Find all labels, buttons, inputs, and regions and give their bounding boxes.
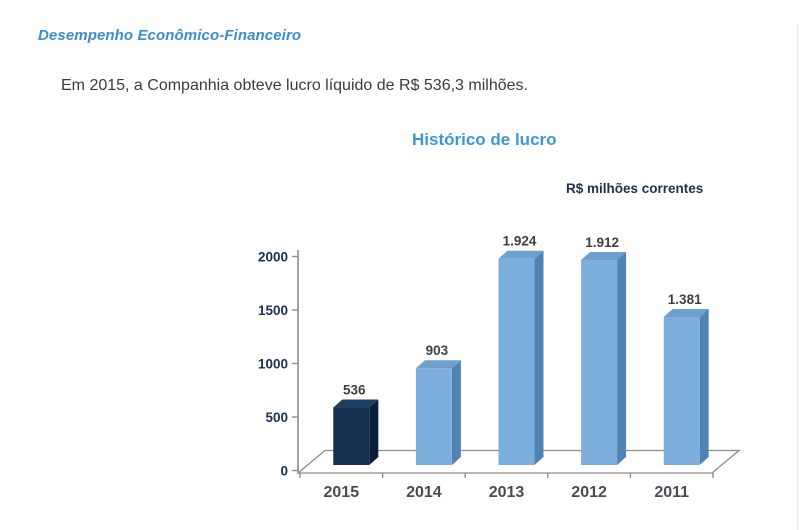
bar-2013 xyxy=(498,258,535,465)
x-label-2014: 2014 xyxy=(406,484,442,501)
section-heading: Desempenho Econômico-Financeiro xyxy=(38,27,302,44)
bar-2011 xyxy=(663,316,700,465)
y-tick-label-1500: 1500 xyxy=(258,303,288,318)
bar-top-2012 xyxy=(581,252,627,261)
x-label-2015: 2015 xyxy=(324,484,360,501)
y-tick-label-0: 0 xyxy=(280,464,288,479)
bar-value-label-2015: 536 xyxy=(343,383,366,398)
bar-top-2013 xyxy=(498,250,544,259)
chart-floor xyxy=(296,449,741,474)
bar-top-2011 xyxy=(663,308,709,317)
x-label-2013: 2013 xyxy=(489,484,525,501)
bar-2015 xyxy=(333,407,370,465)
bar-2012 xyxy=(581,260,618,465)
bar-2014 xyxy=(415,368,452,465)
bar-side-2015 xyxy=(369,399,379,465)
bar-value-label-2013: 1.924 xyxy=(503,234,537,249)
chart-units-label: R$ milhões correntes xyxy=(566,181,704,196)
chart-title: Histórico de lucro xyxy=(412,130,557,149)
bar-value-label-2011: 1.381 xyxy=(668,292,702,307)
bar-side-2014 xyxy=(451,360,461,465)
y-tick-label-2000: 2000 xyxy=(258,250,288,265)
y-tick-label-500: 500 xyxy=(265,410,288,425)
bar-top-2015 xyxy=(333,399,379,408)
bar-value-label-2014: 903 xyxy=(426,343,449,358)
bar-top-2014 xyxy=(415,360,461,369)
bar-side-2013 xyxy=(534,250,544,465)
y-tick-label-1000: 1000 xyxy=(258,357,288,372)
bar-side-2011 xyxy=(699,308,709,465)
bar-side-2012 xyxy=(617,252,627,465)
body-text: Em 2015, a Companhia obteve lucro líquid… xyxy=(61,77,528,94)
x-label-2012: 2012 xyxy=(571,484,607,501)
page-edge-line xyxy=(797,24,798,530)
x-label-2011: 2011 xyxy=(654,484,689,501)
bar-value-label-2012: 1.912 xyxy=(585,235,619,250)
